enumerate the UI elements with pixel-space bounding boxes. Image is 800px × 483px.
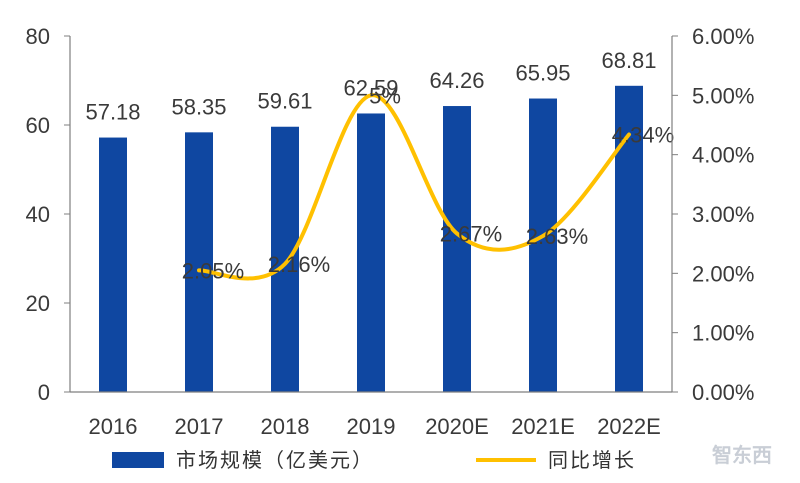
left-tick-label: 40 [26, 202, 50, 227]
line-value-label: 4.34% [612, 122, 674, 147]
bar-series [99, 85, 643, 393]
line-value-label: 5% [369, 83, 401, 108]
x-tick-label: 2020E [425, 414, 489, 439]
bar-value-label: 59.61 [257, 89, 312, 114]
line-value-label: 2.63% [526, 224, 588, 249]
bar [271, 126, 299, 392]
bar [443, 106, 471, 392]
left-tick-label: 80 [26, 24, 50, 49]
bar-value-label: 65.95 [515, 61, 570, 86]
left-tick-label: 0 [38, 380, 50, 405]
right-tick-label: 0.00% [692, 380, 754, 405]
legend: 市场规模（亿美元） 同比增长 [112, 448, 636, 472]
x-tick-label: 2019 [347, 414, 396, 439]
legend-swatch-bar [112, 452, 164, 468]
line-value-label: 2.67% [440, 222, 502, 247]
x-tick-label: 2017 [175, 414, 224, 439]
right-tick-label: 3.00% [692, 202, 754, 227]
bar-value-label: 64.26 [429, 68, 484, 93]
line-value-label: 2.05% [182, 258, 244, 283]
left-axis: 0 20 40 60 80 [26, 24, 70, 405]
bar-value-label: 68.81 [601, 48, 656, 73]
line-value-label: 2.16% [268, 252, 330, 277]
bar [185, 132, 213, 392]
legend-label-bar: 市场规模（亿美元） [176, 448, 374, 472]
watermark-text: 智东西 [712, 443, 772, 467]
x-tick-label: 2021E [511, 414, 575, 439]
watermark-logo: 智东西 [712, 443, 772, 467]
x-tick-label: 2022E [597, 414, 661, 439]
bar-value-label: 57.18 [85, 100, 140, 125]
right-tick-label: 4.00% [692, 143, 754, 168]
x-tick-label: 2016 [89, 414, 138, 439]
legend-label-line: 同比增长 [548, 448, 636, 472]
left-tick-label: 20 [26, 291, 50, 316]
x-axis: 2016 2017 2018 2019 2020E 2021E 2022E [89, 414, 661, 439]
growth-line [197, 93, 631, 281]
right-tick-label: 2.00% [692, 261, 754, 286]
bar [357, 113, 385, 393]
bar [529, 98, 557, 393]
right-tick-label: 1.00% [692, 321, 754, 346]
left-tick-label: 60 [26, 113, 50, 138]
right-axis: 0.00% 1.00% 2.00% 3.00% 4.00% 5.00% 6.00% [672, 24, 754, 405]
bar [99, 137, 127, 392]
line-series [197, 93, 631, 281]
line-data-labels: 2.05% 2.16% 5% 2.67% 2.63% 4.34% [182, 83, 674, 283]
right-tick-label: 6.00% [692, 24, 754, 49]
axes-lines [69, 36, 673, 393]
right-tick-label: 5.00% [692, 83, 754, 108]
x-tick-label: 2018 [261, 414, 310, 439]
bar-value-label: 58.35 [171, 94, 226, 119]
